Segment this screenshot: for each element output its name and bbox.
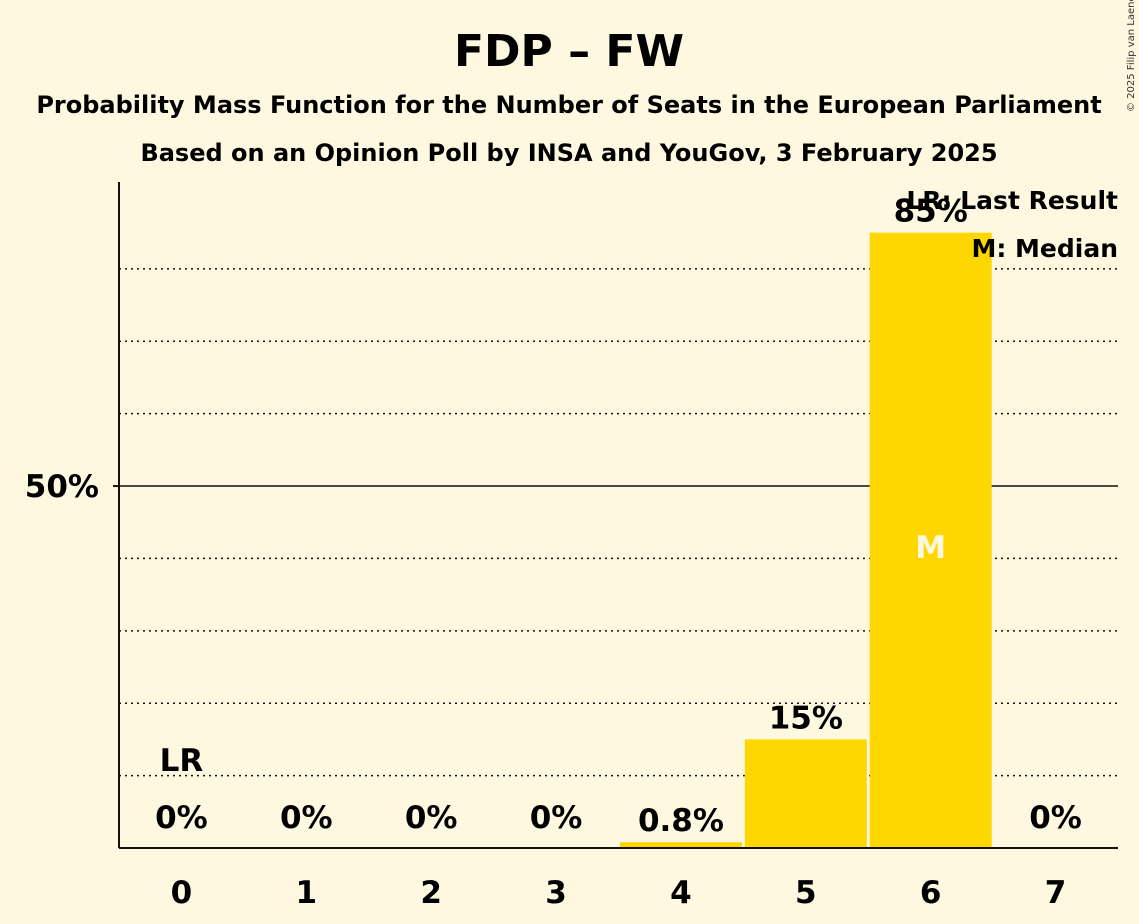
x-tick-label: 6 (920, 875, 942, 911)
bars (619, 232, 992, 848)
bar (869, 232, 992, 848)
axes: 50% (25, 182, 1118, 849)
legend-median: M: Median (971, 234, 1118, 263)
x-tick-label: 7 (1045, 875, 1067, 911)
data-label: 0.8% (638, 803, 724, 839)
data-label: 0% (530, 800, 583, 836)
data-label: 0% (405, 800, 458, 836)
x-tick-label: 5 (795, 875, 817, 911)
chart-title: FDP – FW (454, 26, 684, 77)
data-label: 85% (894, 194, 968, 230)
data-label: 15% (769, 700, 843, 736)
x-tick-label: 0 (171, 875, 193, 911)
x-tick-label: 4 (670, 875, 692, 911)
x-tick-label: 1 (296, 875, 318, 911)
last-result-marker: LR (160, 743, 204, 779)
bar (744, 739, 867, 848)
data-label: 0% (1029, 800, 1082, 836)
chart-source: Based on an Opinion Poll by INSA and You… (140, 139, 997, 167)
data-label: 0% (155, 800, 208, 836)
chart-subtitle: Probability Mass Function for the Number… (36, 91, 1101, 119)
data-label: 0% (280, 800, 333, 836)
x-tick-label: 3 (545, 875, 567, 911)
y-tick-label: 50% (25, 469, 99, 505)
copyright-text: © 2025 Filip van Laenen (1126, 0, 1137, 112)
labels: 0 1 2 3 4 5 6 7 0% 0% 0% 0% 0.8% 15% 85% 0% LR M (155, 194, 1082, 911)
median-marker: M (915, 530, 946, 566)
legend-last-result: LR: Last Result (906, 186, 1118, 215)
bar (619, 842, 742, 848)
x-tick-label: 2 (420, 875, 442, 911)
